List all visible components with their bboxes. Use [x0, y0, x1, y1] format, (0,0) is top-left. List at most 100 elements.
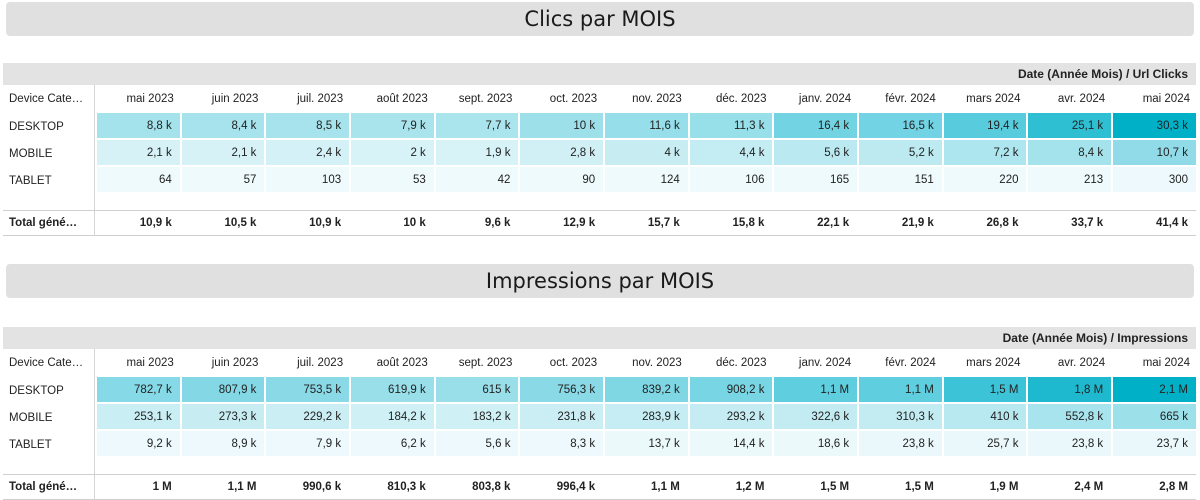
- value-cell: 23,8 k: [1026, 431, 1112, 458]
- month-header[interactable]: nov. 2023: [632, 357, 682, 369]
- month-header[interactable]: avr. 2024: [1057, 93, 1106, 105]
- value-cell: 11,6 k: [603, 113, 688, 140]
- month-header[interactable]: août 2023: [376, 93, 428, 105]
- value-cell: 1,1 M: [772, 377, 858, 404]
- value-cell: 183,2 k: [433, 404, 519, 431]
- month-header[interactable]: avr. 2024: [1057, 357, 1106, 369]
- value-cell: 18,6 k: [772, 431, 858, 458]
- spacer-cell: [179, 458, 265, 474]
- month-header[interactable]: déc. 2023: [715, 93, 767, 105]
- value-cell: 8,9 k: [179, 431, 265, 458]
- value-cell: 908,2 k: [687, 377, 773, 404]
- value-cell: 184,2 k: [349, 404, 434, 431]
- total-cell: 33,7 k: [1026, 210, 1112, 236]
- month-header[interactable]: févr. 2024: [885, 93, 936, 105]
- impressions-section-title: Impressions par MOIS: [6, 264, 1194, 298]
- month-header[interactable]: mai 2023: [126, 93, 174, 105]
- value-cell: 7,2 k: [941, 140, 1027, 167]
- value-cell: 23,8 k: [857, 431, 942, 458]
- month-header[interactable]: mars 2024: [966, 93, 1021, 105]
- value-cell: 16,5 k: [857, 113, 942, 140]
- value-cell: 90: [518, 167, 604, 194]
- total-cell: 1 M: [95, 474, 180, 500]
- device-category-header[interactable]: Device Categ…: [3, 349, 96, 377]
- total-cell: 10,5 k: [179, 210, 265, 236]
- month-header[interactable]: juin 2023: [211, 93, 259, 105]
- value-cell: 220: [941, 167, 1027, 194]
- value-cell: 6,2 k: [349, 431, 434, 458]
- value-cell: 2,8 k: [518, 140, 604, 167]
- month-header[interactable]: janv. 2024: [798, 93, 852, 105]
- value-cell: 11,3 k: [687, 113, 773, 140]
- month-header[interactable]: sept. 2023: [458, 357, 513, 369]
- spacer-cell: [603, 194, 688, 210]
- value-cell: 293,2 k: [687, 404, 773, 431]
- value-cell: 8,3 k: [518, 431, 604, 458]
- value-cell: 165: [772, 167, 858, 194]
- month-header[interactable]: oct. 2023: [549, 357, 598, 369]
- spacer-cell: [941, 458, 1027, 474]
- value-cell: 322,6 k: [772, 404, 858, 431]
- total-cell: 2,8 M: [1111, 474, 1196, 500]
- value-cell: 10,7 k: [1111, 140, 1196, 167]
- spacer-cell: [772, 458, 858, 474]
- spacer-cell: [179, 194, 265, 210]
- month-header[interactable]: juin 2023: [211, 357, 259, 369]
- month-header[interactable]: juil. 2023: [297, 357, 344, 369]
- value-cell: 1,9 k: [433, 140, 519, 167]
- value-cell: 1,1 M: [857, 377, 942, 404]
- month-header[interactable]: août 2023: [376, 357, 428, 369]
- month-header[interactable]: oct. 2023: [549, 93, 598, 105]
- value-cell: 2,4 k: [264, 140, 350, 167]
- month-header[interactable]: déc. 2023: [715, 357, 767, 369]
- total-cell: 1,5 M: [857, 474, 942, 500]
- month-header[interactable]: mai 2024: [1142, 93, 1190, 105]
- value-cell: 14,4 k: [687, 431, 773, 458]
- spacer-cell: [95, 458, 180, 474]
- month-header[interactable]: mars 2024: [966, 357, 1021, 369]
- month-header[interactable]: janv. 2024: [798, 357, 852, 369]
- value-cell: 2,1 k: [95, 140, 180, 167]
- spacer-cell: [1026, 458, 1112, 474]
- spacer-cell: [3, 458, 96, 474]
- total-cell: 22,1 k: [772, 210, 858, 236]
- spacer-cell: [518, 458, 604, 474]
- spacer-cell: [349, 194, 434, 210]
- month-header[interactable]: juil. 2023: [297, 93, 344, 105]
- row-label: TABLET: [3, 431, 96, 458]
- table-row: MOBILE 253,1 k 273,3 k 229,2 k 184,2 k 183,2 …: [3, 404, 1196, 431]
- spacer-cell: [264, 458, 350, 474]
- device-category-header[interactable]: Device Categ…: [3, 85, 96, 113]
- value-cell: 5,2 k: [857, 140, 942, 167]
- spacer-cell: [603, 458, 688, 474]
- spacer-cell: [687, 194, 773, 210]
- value-cell: 57: [179, 167, 265, 194]
- value-cell: 4 k: [603, 140, 688, 167]
- total-cell: 996,4 k: [518, 474, 604, 500]
- month-header[interactable]: sept. 2023: [458, 93, 513, 105]
- month-header[interactable]: nov. 2023: [632, 93, 682, 105]
- value-cell: 807,9 k: [179, 377, 265, 404]
- total-cell: 2,4 M: [1026, 474, 1112, 500]
- row-label: MOBILE: [3, 140, 96, 167]
- value-cell: 9,2 k: [95, 431, 180, 458]
- value-cell: 229,2 k: [264, 404, 350, 431]
- value-cell: 665 k: [1111, 404, 1196, 431]
- spacer-cell: [687, 458, 773, 474]
- value-cell: 25,7 k: [941, 431, 1027, 458]
- total-label: Total géné…: [3, 474, 96, 500]
- spacer-cell: [433, 458, 519, 474]
- value-cell: 619,9 k: [349, 377, 434, 404]
- value-cell: 839,2 k: [603, 377, 688, 404]
- month-header[interactable]: mai 2023: [126, 357, 174, 369]
- spacer-cell: [264, 194, 350, 210]
- spacer-cell: [95, 194, 180, 210]
- month-header[interactable]: mai 2024: [1142, 357, 1190, 369]
- value-cell: 30,3 k: [1111, 113, 1196, 140]
- total-cell: 1,5 M: [772, 474, 858, 500]
- month-header[interactable]: févr. 2024: [885, 357, 936, 369]
- value-cell: 756,3 k: [518, 377, 604, 404]
- total-cell: 10 k: [349, 210, 434, 236]
- spacer-cell: [433, 194, 519, 210]
